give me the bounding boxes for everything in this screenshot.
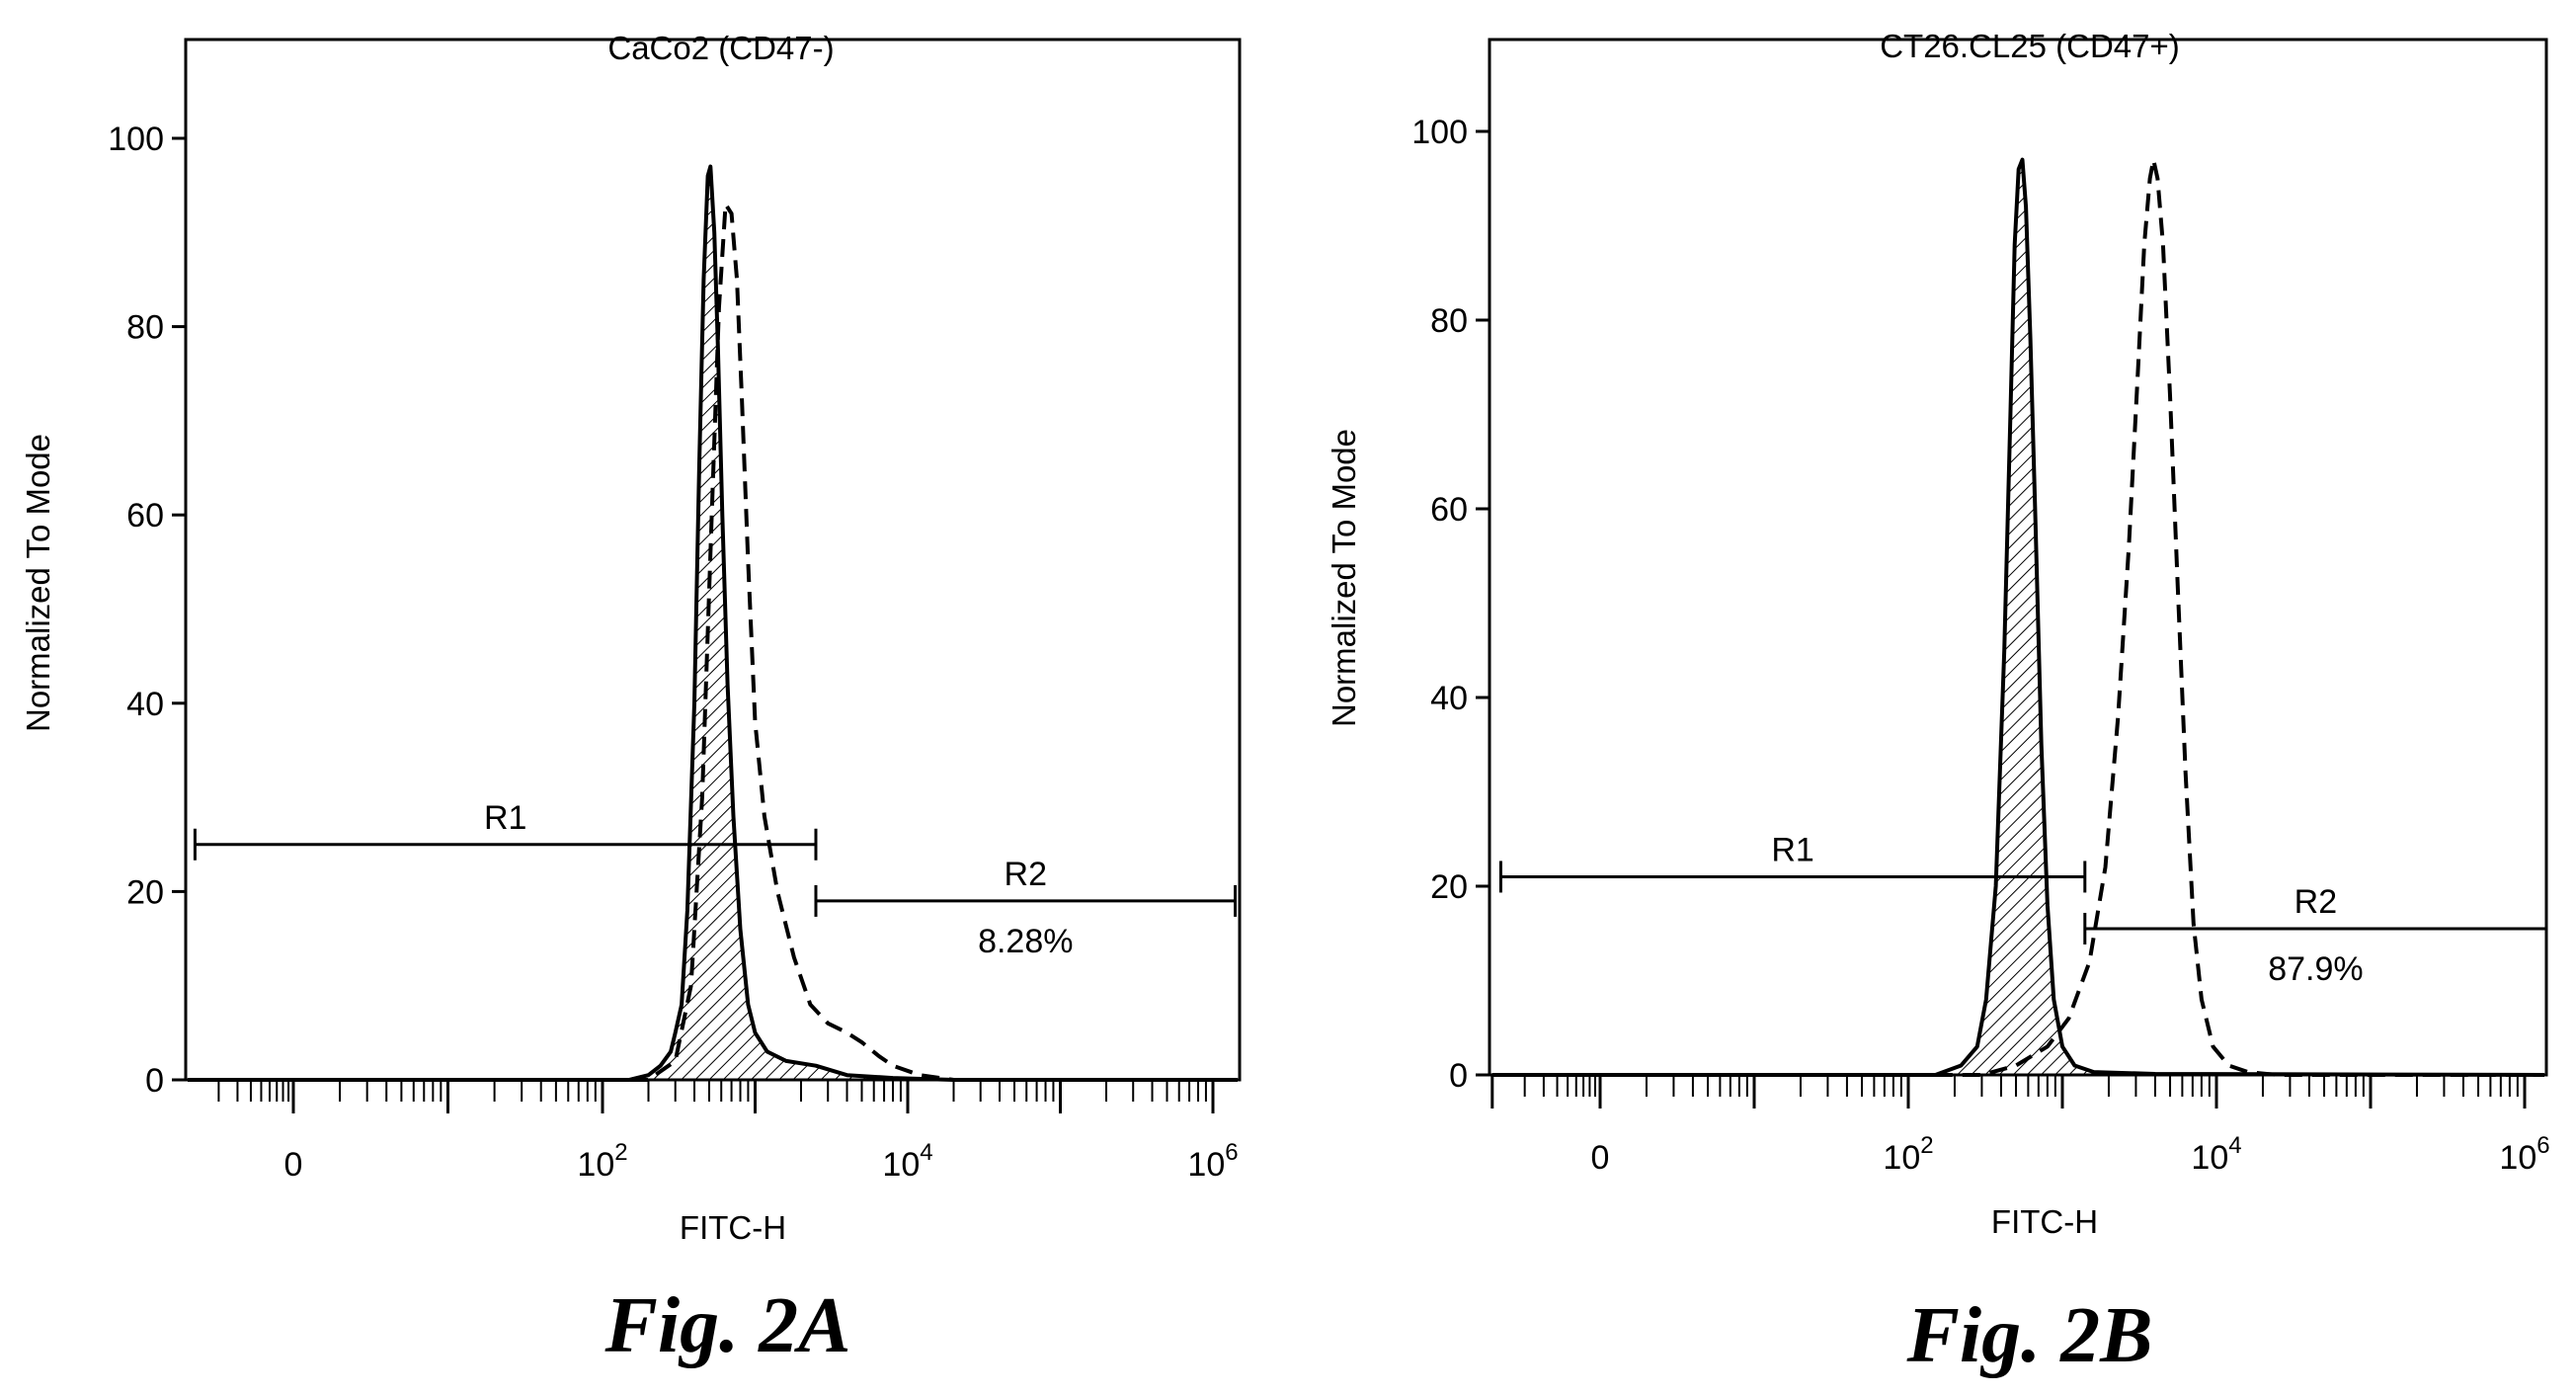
isotype-curve: [1491, 157, 2545, 1077]
y-tick-label: 100: [108, 121, 164, 158]
figure-label: Fig. 2A: [604, 1282, 851, 1369]
y-tick-label: 0: [145, 1062, 164, 1100]
y-axis-label: Normalized To Mode: [1326, 429, 1362, 727]
x-axis-label: FITC-H: [1991, 1203, 2098, 1240]
x-tick-label: 104: [2191, 1132, 2241, 1177]
y-tick-label: 80: [126, 309, 164, 347]
plot-area: 0 20 40 60 80 100 0 102 104 106 R1 R2 87.9%: [1411, 38, 2550, 1177]
isotype-fill: [1491, 159, 2544, 1076]
chart-title: CaCo2 (CD47-): [607, 30, 834, 66]
panel-b: CT26.CL25 (CD47+) Normalized To Mode FIT…: [1326, 28, 2550, 1379]
gate-name: R2: [1005, 856, 1047, 893]
x-tick-label: 102: [1883, 1132, 1933, 1177]
y-tick-label: 100: [1411, 114, 1468, 151]
stained-curve: [188, 202, 1238, 1082]
y-tick-label: 60: [126, 497, 164, 534]
y-tick-label: 20: [1430, 868, 1468, 906]
x-tick-label: 106: [1187, 1139, 1238, 1184]
y-tick-label: 80: [1430, 302, 1468, 340]
x-axis-label: FITC-H: [680, 1209, 786, 1246]
x-tick-label: 102: [577, 1139, 627, 1184]
x-tick-label: 104: [882, 1139, 932, 1184]
x-tick-label: 0: [284, 1146, 303, 1184]
figure-label: Fig. 2B: [1906, 1292, 2153, 1379]
isotype-fill: [188, 166, 1238, 1081]
gate-name: R1: [1771, 831, 1813, 868]
chart-title: CT26.CL25 (CD47+): [1880, 28, 2180, 64]
panel-a: CaCo2 (CD47-) Normalized To Mode FITC-H …: [20, 30, 1242, 1369]
x-tick-label: 106: [2499, 1132, 2549, 1177]
y-axis-label: Normalized To Mode: [20, 434, 56, 732]
gate-name: R2: [2294, 883, 2337, 921]
isotype-curve: [188, 164, 1238, 1082]
gate-percent: 8.28%: [978, 923, 1073, 960]
gate-name: R1: [484, 799, 526, 837]
y-tick-label: 40: [126, 686, 164, 723]
y-tick-label: 0: [1449, 1057, 1468, 1095]
stained-curve: [1491, 157, 2544, 1077]
plot-area: 0 20 40 60 80 100 0 102 104 106 R1 R2 8.28%: [108, 38, 1242, 1184]
y-tick-label: 20: [126, 873, 164, 911]
gate-percent: 87.9%: [2268, 950, 2363, 988]
x-tick-label: 0: [1591, 1139, 1610, 1177]
y-tick-label: 60: [1430, 491, 1468, 529]
y-tick-label: 40: [1430, 680, 1468, 717]
